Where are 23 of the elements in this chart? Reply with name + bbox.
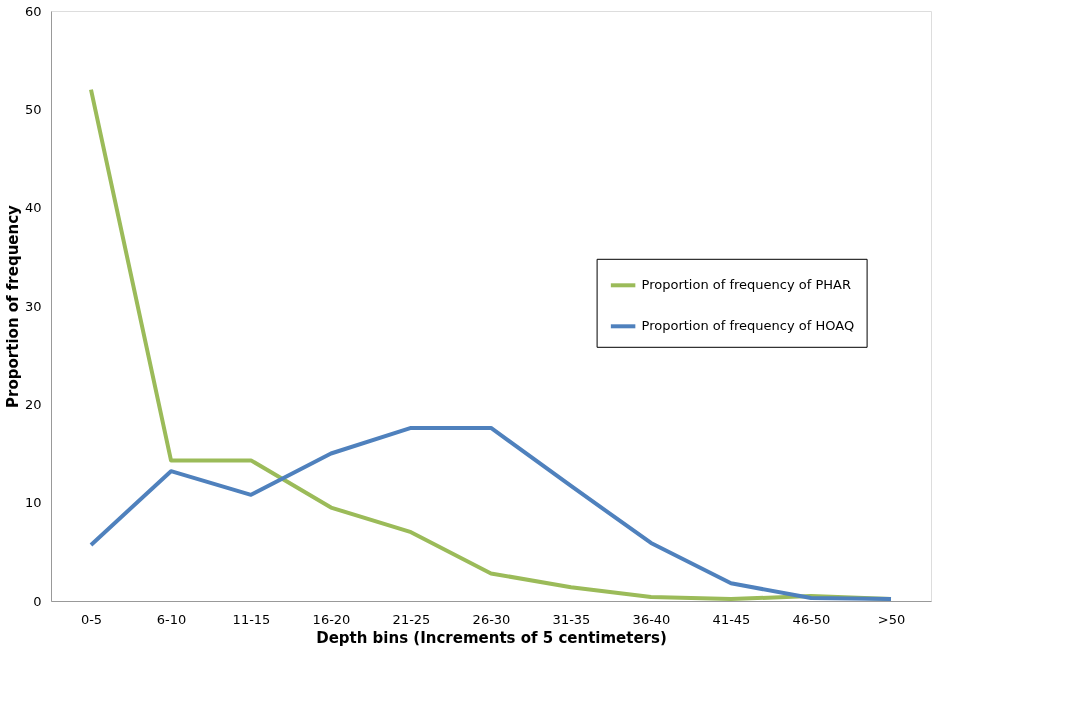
legend-label: Proportion of frequency of HOAQ xyxy=(641,318,855,334)
x-axis-title: Depth bins (Increments of 5 centimeters) xyxy=(316,628,667,647)
y-tick-label: 50 xyxy=(24,101,42,117)
legend-label: Proportion of frequency of PHAR xyxy=(641,277,852,293)
y-tick-label: 0 xyxy=(33,593,42,609)
y-tick-label: 60 xyxy=(24,3,42,19)
line-series xyxy=(89,425,893,602)
x-tick-label: 26-30 xyxy=(472,611,511,627)
x-tick-label: 21-25 xyxy=(392,611,431,627)
y-tick-label: 30 xyxy=(24,298,42,314)
y-tick-label: 20 xyxy=(24,396,42,412)
x-tick-label: 36-40 xyxy=(632,611,671,627)
x-tick-label: 41-45 xyxy=(712,611,751,627)
x-tick-label: 31-35 xyxy=(552,611,591,627)
x-tick-label: 46-50 xyxy=(792,611,831,627)
x-tick-label: >50 xyxy=(877,611,906,627)
y-tick-label: 40 xyxy=(24,200,42,216)
x-tick-label: 6-10 xyxy=(156,611,187,627)
x-tick-label: 0-5 xyxy=(80,611,103,627)
y-axis-title: Proportion of frequency xyxy=(3,204,22,408)
y-tick-label: 10 xyxy=(24,495,42,511)
x-tick-label: 16-20 xyxy=(312,611,351,627)
x-tick-label: 11-15 xyxy=(232,611,271,627)
